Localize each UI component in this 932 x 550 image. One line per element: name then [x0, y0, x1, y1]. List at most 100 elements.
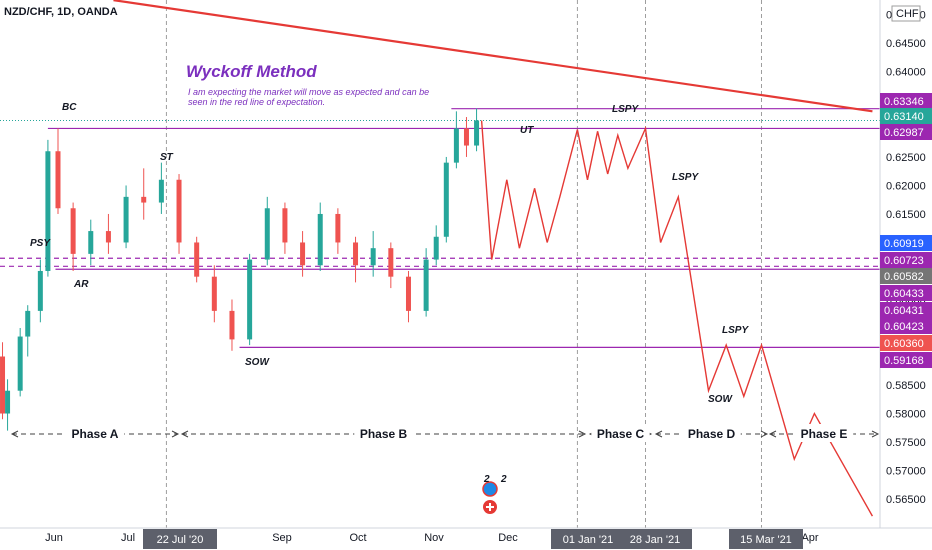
phase-arrow-right: [171, 430, 180, 438]
ticker-label: NZD/CHF, 1D, OANDA: [4, 6, 118, 18]
phase-arrow-left: [10, 430, 19, 438]
candle: [388, 248, 394, 277]
time-tag-label: 28 Jan '21: [630, 534, 680, 546]
time-tick: Jul: [121, 532, 135, 544]
price-tag-label: 0.60582: [884, 271, 924, 283]
candle: [17, 336, 23, 391]
candle: [229, 310, 235, 340]
price-tag: [880, 93, 932, 109]
candle: [55, 151, 61, 209]
price-tag: [880, 108, 932, 124]
candle: [300, 242, 306, 266]
candle: [0, 356, 6, 414]
wyckoff-label-sow: SOW: [708, 394, 733, 405]
phase-label: Phase B: [360, 427, 408, 441]
time-tag-label: 22 Jul '20: [157, 534, 204, 546]
price-tag: [880, 235, 932, 251]
news-count-b: 2: [483, 474, 490, 485]
time-tag-label: 15 Mar '21: [740, 534, 792, 546]
chart-title: Wyckoff Method: [186, 62, 317, 81]
expectation-path: [480, 120, 874, 517]
time-tag: [729, 529, 803, 549]
phase-label-bg: [794, 424, 854, 442]
price-tick: 0.58000: [886, 409, 926, 421]
candle: [317, 213, 323, 266]
wyckoff-label-ut: UT: [520, 125, 534, 136]
price-tag-label: 0.60433: [884, 288, 924, 300]
time-tick: Nov: [424, 532, 444, 544]
candle: [423, 259, 429, 311]
candle: [45, 151, 51, 271]
price-tick: 0.62000: [886, 180, 926, 192]
price-tick: 0.58500: [886, 380, 926, 392]
price-tick: 0.57500: [886, 437, 926, 449]
candle: [5, 390, 11, 414]
resistance-trendline: [113, 0, 873, 113]
price-tag: [880, 285, 932, 301]
candle: [194, 242, 200, 277]
price-tick: 0.64500: [886, 38, 926, 50]
price-tag-label: 0.60723: [884, 255, 924, 267]
candle: [335, 213, 341, 243]
candle: [433, 236, 439, 260]
phase-arrow-right: [760, 430, 769, 438]
wyckoff-label-psy: PSY: [30, 238, 51, 249]
price-tag: [880, 302, 932, 318]
wyckoff-label-ar: AR: [73, 279, 89, 290]
price-tag-label: 0.63346: [884, 96, 924, 108]
price-tag-label: 0.60431: [884, 305, 924, 317]
candle: [25, 310, 31, 337]
candle: [453, 128, 459, 163]
phase-arrow-right: [578, 430, 587, 438]
price-tick: 0.61500: [886, 209, 926, 221]
phase-label: Phase E: [801, 427, 848, 441]
price-tag: [880, 335, 932, 351]
swiss-cross: [486, 503, 494, 511]
time-tag-label: 01 Jan '21: [563, 534, 613, 546]
time-tick: Oct: [349, 532, 366, 544]
price-tag: [880, 352, 932, 368]
candle: [37, 270, 43, 311]
time-tag: [143, 529, 217, 549]
wyckoff-label-lspy: LSPY: [672, 172, 699, 183]
phase-label-bg: [591, 424, 650, 442]
wyckoff-label-lspy: LSPY: [612, 104, 639, 115]
time-tag: [551, 529, 625, 549]
candle: [211, 276, 217, 311]
price-tag: [880, 124, 932, 140]
wyckoff-label-bc: BC: [62, 102, 77, 113]
time-tick: Jun: [45, 532, 63, 544]
wyckoff-label-sow: SOW: [245, 357, 270, 368]
currency-label: CHF: [896, 8, 919, 20]
candle: [282, 208, 288, 243]
candle: [443, 162, 449, 237]
time-tick: Sep: [272, 532, 292, 544]
news-count-a: 2: [500, 474, 507, 485]
price-tag: [880, 268, 932, 284]
chart-note: I am expecting the market will move as e…: [188, 87, 430, 107]
phase-arrow-left: [180, 430, 189, 438]
phase-arrow-left: [654, 430, 663, 438]
candle: [353, 242, 359, 266]
phase-arrow-right: [871, 430, 880, 438]
phase-label: Phase A: [72, 427, 119, 441]
candle: [141, 196, 147, 203]
phase-label: Phase C: [597, 427, 645, 441]
price-tag-label: 0.63140: [884, 111, 924, 123]
price-tag-label: 0.59168: [884, 355, 924, 367]
candle: [70, 208, 76, 254]
candle: [88, 231, 94, 254]
candle: [264, 208, 270, 260]
time-axis-bg: [0, 528, 932, 550]
news-flag-icon[interactable]: [482, 481, 498, 497]
price-tag-label: 0.60360: [884, 338, 924, 350]
candle: [105, 231, 111, 243]
time-tag: [618, 529, 692, 549]
price-tag-label: 0.60919: [884, 238, 924, 250]
price-tick: 0.57000: [886, 466, 926, 478]
time-tick: Dec: [498, 532, 518, 544]
time-tick: Apr: [801, 532, 818, 544]
price-tag-label: 0.60423: [884, 321, 924, 333]
currency-box: [891, 5, 921, 22]
